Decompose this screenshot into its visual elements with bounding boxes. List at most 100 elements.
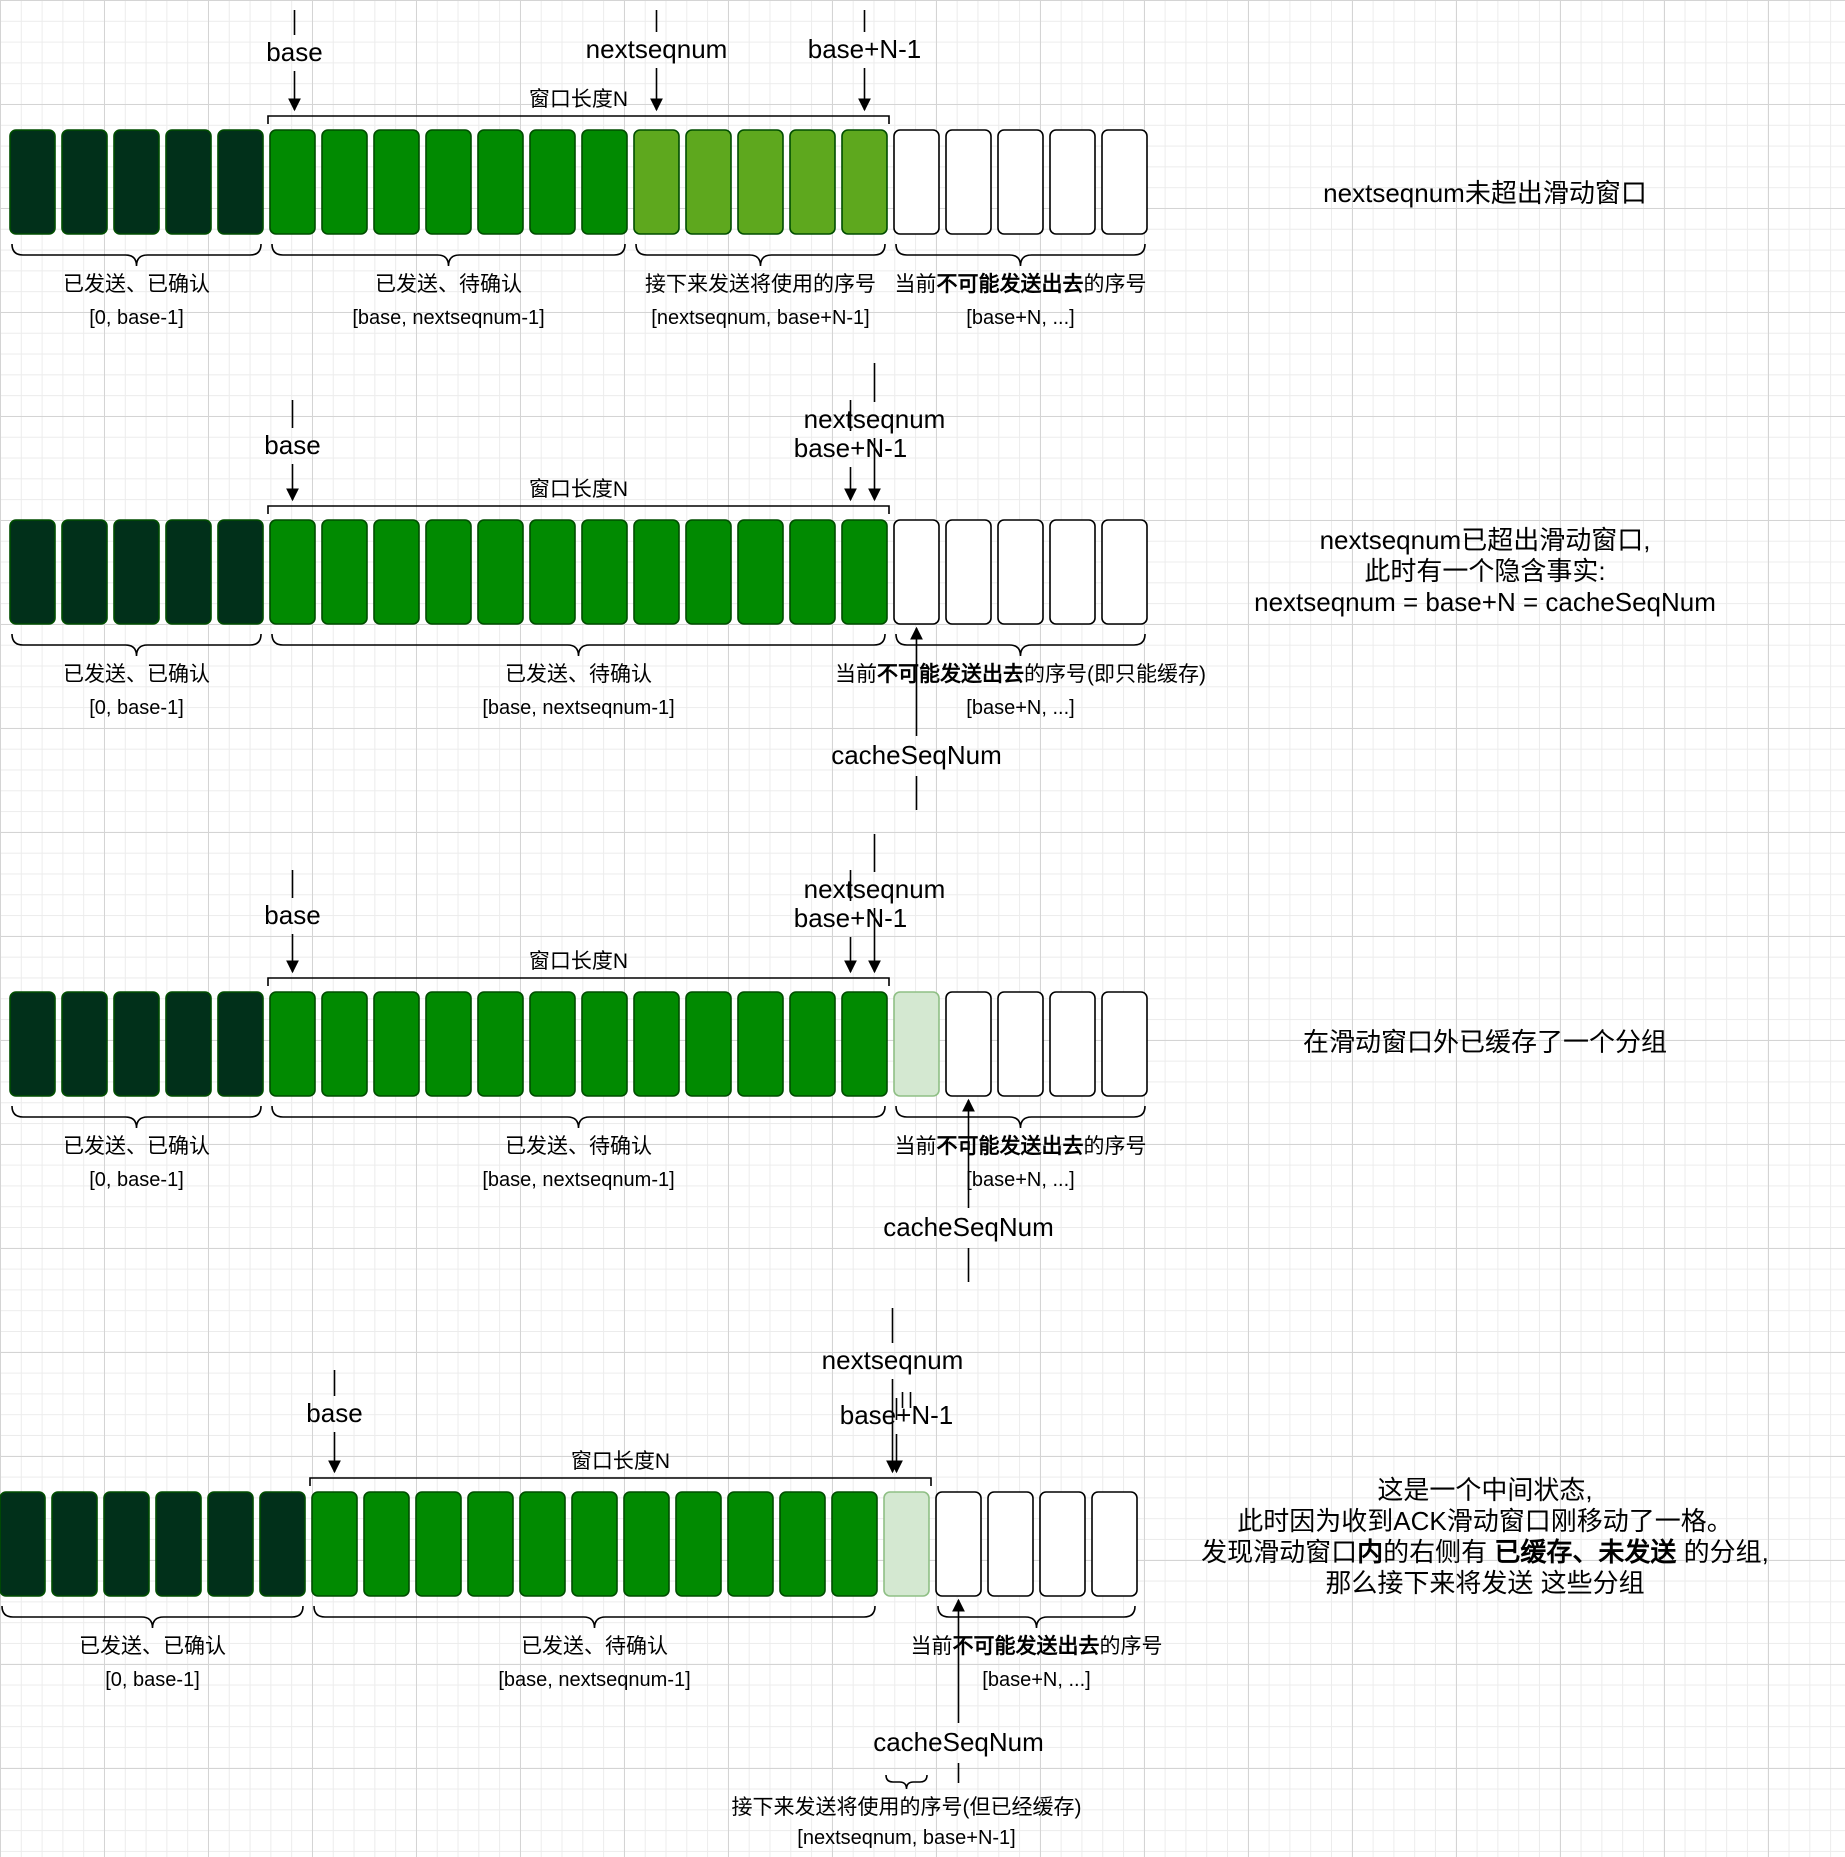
note-line: nextseqnum = base+N = cacheSeqNum — [1254, 587, 1716, 617]
group-range: [base+N, ...] — [982, 1669, 1091, 1691]
note-line: 发现滑动窗口内的右侧有 已缓存、未发送 的分组, — [1201, 1537, 1769, 1568]
cell-acked — [155, 1491, 202, 1597]
note-text: 此时因为收到ACK滑动窗口刚移动了一格。 — [1237, 1506, 1733, 1536]
group-label-part: 当前 — [910, 1635, 953, 1658]
cell-sent-unacked — [685, 519, 732, 625]
cell-cached — [883, 1491, 930, 1597]
cell-sent-unacked — [529, 129, 576, 235]
pointer-label-nextseqnum: nextseqnum — [585, 34, 728, 64]
note-text: 的右侧有 — [1383, 1537, 1495, 1567]
cell-usable — [841, 129, 888, 235]
group-label-part: 当前 — [835, 663, 877, 686]
cell-acked — [207, 1491, 254, 1597]
pointer-label-base: base — [264, 430, 321, 460]
panel-note: 在滑动窗口外已缓存了一个分组 — [1303, 1027, 1667, 1058]
cell-sent-unacked — [425, 519, 472, 625]
group-label: 已发送、待确认 — [505, 663, 652, 686]
note-line: 此时有一个隐含事实: — [1364, 556, 1606, 586]
note-text: 的分组, — [1676, 1537, 1769, 1567]
cell-sent-unacked — [685, 991, 732, 1097]
pointer-label-basen: base+N-1 — [839, 1400, 954, 1430]
note-text: 这是一个中间状态, — [1377, 1475, 1593, 1505]
cell-acked — [0, 1491, 46, 1597]
cell-sent-unacked — [571, 1491, 618, 1597]
cell-unused — [893, 519, 940, 625]
cell-acked — [217, 991, 264, 1097]
cell-sent-unacked — [727, 1491, 774, 1597]
group-range: [0, base-1] — [89, 697, 184, 719]
group-label-part: 的序号 — [1099, 1635, 1163, 1658]
window-length-label: 窗口长度N — [528, 88, 629, 111]
window-bracket — [267, 977, 890, 986]
pointer-label-base: base — [306, 1398, 363, 1428]
group-label: 当前不可能发送出去的序号(即只能缓存) — [835, 662, 1206, 687]
cell-sent-unacked — [477, 519, 524, 625]
cell-sent-unacked — [841, 519, 888, 625]
window-length-label: 窗口长度N — [528, 950, 629, 973]
group-brace — [937, 1605, 1136, 1629]
cell-sent-unacked — [321, 519, 368, 625]
panel-note: nextseqnum已超出滑动窗口, 此时有一个隐含事实: nextseqnum =… — [1254, 525, 1716, 618]
window-length-label: 窗口长度N — [570, 1450, 671, 1473]
window-bracket — [267, 115, 890, 124]
group-label: 当前不可能发送出去的序号 — [911, 1634, 1163, 1659]
group-range: [nextseqnum, base+N-1] — [651, 307, 870, 329]
group-label-part: 的序号(即只能缓存) — [1024, 663, 1206, 686]
cell-sent-unacked — [321, 129, 368, 235]
pointer-label-base: base — [264, 900, 321, 930]
cell-unused — [945, 129, 992, 235]
cell-unused — [1101, 519, 1148, 625]
group-label-emphasis: 不可能发送出去 — [952, 1635, 1100, 1658]
cell-unused — [997, 991, 1044, 1097]
cell-acked — [9, 519, 56, 625]
cell-sent-unacked — [737, 991, 784, 1097]
group-label: 已发送、待确认 — [505, 1135, 652, 1158]
cell-sent-unacked — [675, 1491, 722, 1597]
cell-sent-unacked — [311, 1491, 358, 1597]
cell-unused — [945, 991, 992, 1097]
group-range: [base, nextseqnum-1] — [498, 1669, 691, 1691]
group-label: 已发送、待确认 — [375, 273, 522, 296]
group-range: [base+N, ...] — [966, 1169, 1075, 1191]
pointer-label-nextseqnum: nextseqnum — [821, 1345, 964, 1375]
cell-unused — [1049, 519, 1096, 625]
group-label: 当前不可能发送出去的序号 — [895, 272, 1147, 297]
note-line: 那么接下来将发送 这些分组 — [1201, 1568, 1769, 1599]
cell-acked — [165, 519, 212, 625]
group-brace — [11, 633, 262, 657]
group-label-part: 的序号 — [1083, 273, 1147, 296]
cell-unused — [1091, 1491, 1138, 1597]
cell-unused — [1049, 991, 1096, 1097]
group-label: 已发送、已确认 — [63, 663, 210, 686]
cell-sent-unacked — [831, 1491, 878, 1597]
cell-usable — [789, 129, 836, 235]
group-brace — [635, 243, 886, 267]
cell-sent-unacked — [269, 519, 316, 625]
cell-unused — [1039, 1491, 1086, 1597]
group-brace — [895, 633, 1146, 657]
cell-sent-unacked — [467, 1491, 514, 1597]
cell-sent-unacked — [789, 991, 836, 1097]
cell-sent-unacked — [529, 519, 576, 625]
cell-sent-unacked — [633, 519, 680, 625]
cell-acked — [217, 129, 264, 235]
cell-sent-unacked — [269, 129, 316, 235]
cell-usable — [633, 129, 680, 235]
group-brace — [271, 1105, 886, 1129]
cell-acked — [61, 129, 108, 235]
cell-unused — [987, 1491, 1034, 1597]
cell-acked — [61, 519, 108, 625]
note-emphasis: 已缓存、未发送 — [1494, 1537, 1677, 1567]
cell-sent-unacked — [373, 129, 420, 235]
group-label: 已发送、已确认 — [63, 273, 210, 296]
note-text: 发现滑动窗口 — [1201, 1537, 1358, 1567]
group-label: 接下来发送将使用的序号(但已经缓存) — [731, 1796, 1082, 1819]
cell-acked — [165, 991, 212, 1097]
group-range: [base, nextseqnum-1] — [482, 1169, 675, 1191]
pointer-label-basen: base+N-1 — [793, 903, 908, 933]
cell-unused — [1049, 129, 1096, 235]
window-bracket — [267, 505, 890, 514]
pointer-label-basen: base+N-1 — [807, 34, 922, 64]
cell-acked — [217, 519, 264, 625]
group-label-part: 的序号 — [1083, 1135, 1147, 1158]
